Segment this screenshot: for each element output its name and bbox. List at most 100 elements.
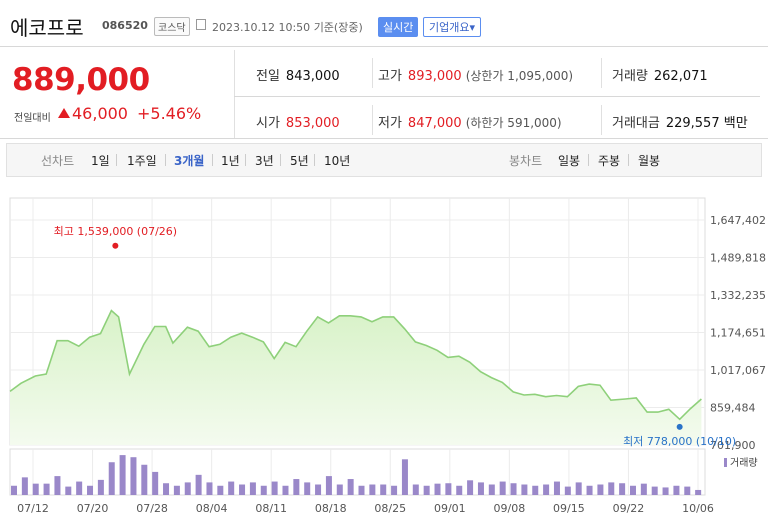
x-tick-label: 08/11 bbox=[255, 502, 287, 515]
high-annotation: 최고 1,539,000 (07/26) bbox=[54, 225, 178, 238]
realtime-button[interactable]: 실시간 bbox=[378, 17, 419, 37]
volume-bar bbox=[217, 485, 224, 495]
volume-bar bbox=[325, 476, 332, 495]
tab-10y[interactable]: 10년 bbox=[324, 154, 351, 168]
volume-bar bbox=[651, 486, 658, 495]
divider bbox=[245, 154, 246, 166]
divider bbox=[0, 46, 768, 47]
volume-bar bbox=[76, 481, 83, 495]
datetime-text: 2023.10.12 10:50 bbox=[212, 21, 311, 34]
change-value: 46,000 bbox=[72, 104, 128, 123]
y-tick-label: 1,647,402 bbox=[710, 214, 766, 227]
current-price: 889,000 bbox=[12, 62, 150, 98]
y-tick-label: 1,332,235 bbox=[710, 289, 766, 302]
quote-datetime: 2023.10.12 10:50 기준(장중) bbox=[212, 19, 363, 35]
tab-5y[interactable]: 5년 bbox=[290, 154, 309, 168]
stat-volume: 거래량 262,071 bbox=[612, 65, 708, 84]
tab-3m[interactable]: 3개월 bbox=[174, 154, 205, 168]
volume-legend-label: 거래량 bbox=[730, 457, 758, 469]
stat-amount: 거래대금 229,557 백만 bbox=[612, 112, 748, 131]
volume-bar bbox=[271, 481, 278, 495]
volume-bar bbox=[521, 484, 528, 495]
volume-bar bbox=[336, 484, 343, 495]
volume-bar bbox=[401, 459, 408, 495]
volume-bar bbox=[662, 487, 669, 495]
volume-bar bbox=[358, 485, 365, 495]
stat-high: 고가 893,000 (상한가 1,095,000) bbox=[378, 65, 573, 84]
y-tick-label: 1,489,818 bbox=[710, 252, 766, 265]
market-badge: 코스닥 bbox=[154, 17, 190, 36]
divider bbox=[280, 154, 281, 166]
tab-1d[interactable]: 1일 bbox=[91, 154, 110, 168]
divider bbox=[372, 105, 373, 135]
tab-1w[interactable]: 1주일 bbox=[127, 154, 157, 168]
volume-bar bbox=[54, 476, 61, 495]
volume-bar bbox=[173, 485, 180, 495]
company-overview-label: 기업개요 bbox=[429, 21, 470, 34]
divider bbox=[601, 58, 602, 88]
volume-bar bbox=[477, 482, 484, 495]
volume-bar bbox=[195, 474, 202, 495]
divider bbox=[601, 105, 602, 135]
volume-bar bbox=[608, 482, 615, 495]
volume-bar bbox=[510, 483, 517, 495]
volume-bar bbox=[423, 485, 430, 495]
divider bbox=[165, 154, 166, 166]
y-tick-label: 1,017,067 bbox=[710, 364, 766, 377]
tab-1y[interactable]: 1년 bbox=[221, 154, 240, 168]
stat-value: 847,000 bbox=[407, 116, 462, 131]
volume-bar bbox=[412, 484, 419, 495]
volume-bar bbox=[553, 481, 560, 495]
change-percent: +5.46% bbox=[137, 104, 202, 123]
x-tick-label: 07/28 bbox=[136, 502, 168, 515]
company-overview-button[interactable]: 기업개요▾ bbox=[423, 17, 482, 37]
stat-value: 229,557 백만 bbox=[665, 116, 748, 131]
volume-bar bbox=[434, 483, 441, 495]
stat-label: 거래량 bbox=[612, 69, 648, 84]
chevron-down-icon: ▾ bbox=[469, 21, 476, 34]
stat-label: 저가 bbox=[378, 116, 402, 131]
tab-weekly[interactable]: 주봉 bbox=[598, 154, 621, 168]
x-tick-label: 09/01 bbox=[434, 502, 466, 515]
stat-label: 고가 bbox=[378, 69, 402, 84]
volume-bar bbox=[11, 485, 17, 495]
volume-bar bbox=[97, 479, 104, 495]
x-tick-label: 09/22 bbox=[613, 502, 645, 515]
volume-bar bbox=[152, 471, 159, 495]
lower-limit: (하한가 591,000) bbox=[465, 116, 562, 130]
volume-bar bbox=[543, 484, 550, 495]
calendar-icon bbox=[196, 19, 206, 30]
stat-value: 853,000 bbox=[285, 116, 340, 131]
volume-bar bbox=[456, 485, 463, 495]
y-tick-label: 1,174,651 bbox=[710, 327, 766, 340]
up-triangle-icon bbox=[58, 108, 70, 118]
volume-bar bbox=[347, 479, 354, 495]
volume-bar bbox=[488, 484, 495, 495]
x-tick-label: 09/08 bbox=[494, 502, 526, 515]
stat-prev-close: 전일 843,000 bbox=[256, 65, 340, 84]
divider bbox=[116, 154, 117, 166]
x-tick-label: 07/20 bbox=[77, 502, 109, 515]
volume-bar bbox=[684, 486, 691, 495]
volume-bar bbox=[640, 483, 647, 495]
tab-monthly[interactable]: 월봉 bbox=[638, 154, 661, 168]
volume-bar bbox=[239, 484, 246, 495]
tab-3y[interactable]: 3년 bbox=[255, 154, 274, 168]
tab-daily[interactable]: 일봉 bbox=[558, 154, 581, 168]
divider bbox=[314, 154, 315, 166]
change-label: 전일대비 bbox=[14, 113, 51, 124]
volume-bar bbox=[293, 479, 300, 495]
volume-bar bbox=[108, 462, 115, 495]
divider bbox=[0, 138, 768, 139]
volume-bar bbox=[130, 457, 137, 495]
high-marker bbox=[112, 242, 119, 249]
basis-text: 기준(장중) bbox=[313, 21, 363, 34]
volume-frame bbox=[9, 448, 706, 496]
volume-bar bbox=[586, 485, 593, 495]
volume-bar bbox=[499, 481, 506, 495]
x-tick-label: 10/06 bbox=[682, 502, 714, 515]
divider bbox=[234, 50, 235, 138]
y-tick-label: 701,900 bbox=[710, 439, 756, 452]
volume-bar bbox=[532, 485, 539, 495]
